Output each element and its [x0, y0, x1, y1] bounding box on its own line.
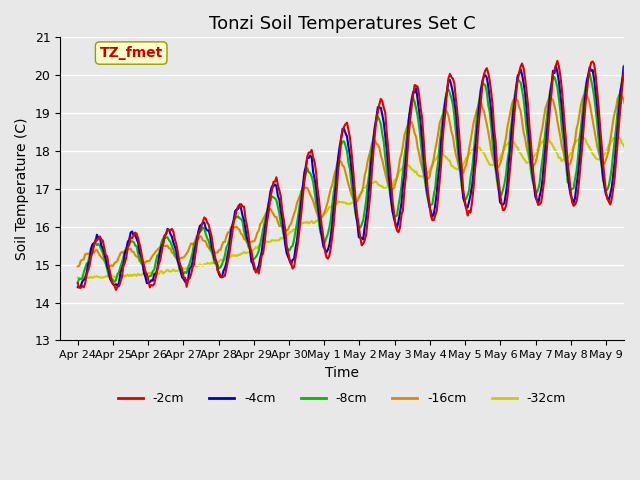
- Y-axis label: Soil Temperature (C): Soil Temperature (C): [15, 118, 29, 260]
- Title: Tonzi Soil Temperatures Set C: Tonzi Soil Temperatures Set C: [209, 15, 476, 33]
- X-axis label: Time: Time: [325, 366, 359, 380]
- Legend: -2cm, -4cm, -8cm, -16cm, -32cm: -2cm, -4cm, -8cm, -16cm, -32cm: [113, 387, 571, 410]
- Text: TZ_fmet: TZ_fmet: [100, 46, 163, 60]
